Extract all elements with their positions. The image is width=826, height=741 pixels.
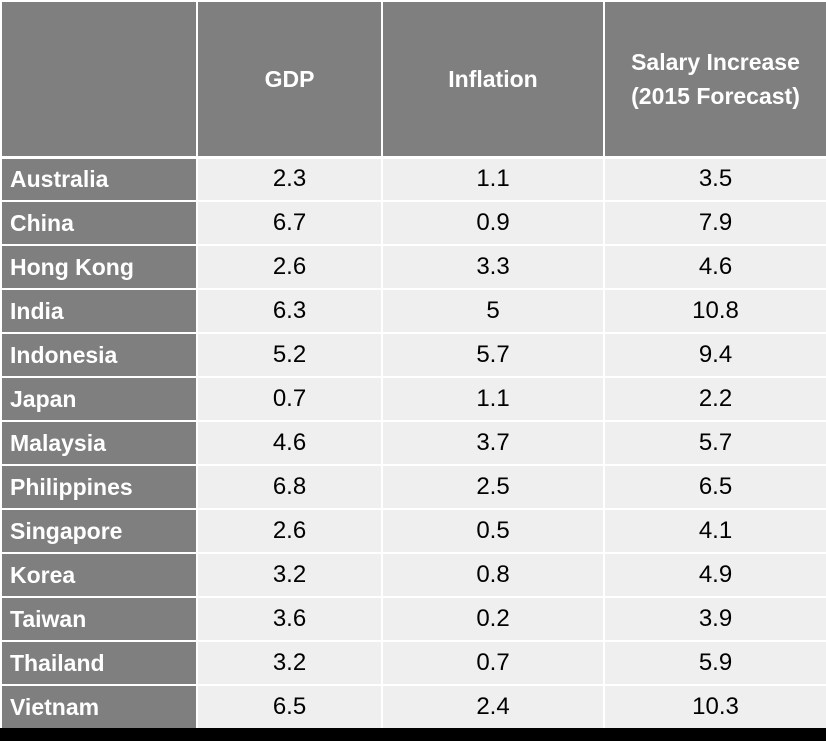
table-row: Taiwan 3.6 0.2 3.9 [0,596,826,642]
country-cell: India [0,288,198,334]
table-row: Korea 3.2 0.8 4.9 [0,552,826,598]
header-gdp: GDP [196,0,383,158]
salary-increase-cell: 7.9 [603,200,826,246]
country-cell: Indonesia [0,332,198,378]
country-cell: Korea [0,552,198,598]
country-cell: Thailand [0,640,198,686]
gdp-cell: 0.7 [196,376,383,422]
gdp-cell: 2.6 [196,244,383,290]
bottom-bar [0,728,826,741]
salary-increase-cell: 4.9 [603,552,826,598]
gdp-cell: 2.3 [196,155,383,202]
country-cell: Japan [0,376,198,422]
salary-increase-cell: 3.9 [603,596,826,642]
gdp-cell: 6.3 [196,288,383,334]
table-row: Indonesia 5.2 5.7 9.4 [0,332,826,378]
gdp-cell: 6.8 [196,464,383,510]
header-corner [0,0,198,158]
table-row: Malaysia 4.6 3.7 5.7 [0,420,826,466]
inflation-cell: 2.4 [381,684,605,730]
table-row: Singapore 2.6 0.5 4.1 [0,508,826,554]
country-cell: Taiwan [0,596,198,642]
country-cell: China [0,200,198,246]
inflation-cell: 0.2 [381,596,605,642]
gdp-cell: 3.2 [196,552,383,598]
gdp-cell: 4.6 [196,420,383,466]
header-salary-line-2: (2015 Forecast) [631,82,800,109]
salary-increase-cell: 3.5 [603,155,826,202]
inflation-cell: 3.7 [381,420,605,466]
header-inflation: Inflation [381,0,605,158]
table-row: Philippines 6.8 2.5 6.5 [0,464,826,510]
inflation-cell: 2.5 [381,464,605,510]
table-row: Australia 2.3 1.1 3.5 [0,155,826,202]
inflation-cell: 5 [381,288,605,334]
inflation-cell: 0.9 [381,200,605,246]
country-cell: Vietnam [0,684,198,730]
country-cell: Hong Kong [0,244,198,290]
inflation-cell: 5.7 [381,332,605,378]
inflation-cell: 0.5 [381,508,605,554]
gdp-cell: 3.2 [196,640,383,686]
table-row: China 6.7 0.9 7.9 [0,200,826,246]
table-row: Japan 0.7 1.1 2.2 [0,376,826,422]
inflation-cell: 0.7 [381,640,605,686]
salary-increase-cell: 9.4 [603,332,826,378]
gdp-cell: 5.2 [196,332,383,378]
salary-increase-cell: 6.5 [603,464,826,510]
inflation-cell: 3.3 [381,244,605,290]
country-cell: Malaysia [0,420,198,466]
inflation-cell: 0.8 [381,552,605,598]
salary-increase-cell: 10.8 [603,288,826,334]
table-row: Hong Kong 2.6 3.3 4.6 [0,244,826,290]
table-row: India 6.3 5 10.8 [0,288,826,334]
header-salary-increase: Salary Increase (2015 Forecast) [603,0,826,158]
salary-increase-cell: 4.1 [603,508,826,554]
country-cell: Philippines [0,464,198,510]
header-salary-line-1: Salary Increase [631,48,800,75]
gdp-cell: 6.5 [196,684,383,730]
salary-increase-cell: 10.3 [603,684,826,730]
salary-increase-cell: 5.7 [603,420,826,466]
salary-increase-cell: 4.6 [603,244,826,290]
table-body: Australia 2.3 1.1 3.5 China 6.7 0.9 7.9 Hong Kon… [0,155,826,730]
gdp-cell: 3.6 [196,596,383,642]
salary-increase-cell: 2.2 [603,376,826,422]
table-row: Thailand 3.2 0.7 5.9 [0,640,826,686]
gdp-cell: 6.7 [196,200,383,246]
header-row: GDP Inflation Salary Increase (2015 Fore… [0,0,826,158]
table-row: Vietnam 6.5 2.4 10.3 [0,684,826,730]
inflation-cell: 1.1 [381,155,605,202]
country-cell: Australia [0,155,198,202]
gdp-cell: 2.6 [196,508,383,554]
inflation-cell: 1.1 [381,376,605,422]
salary-increase-cell: 5.9 [603,640,826,686]
country-cell: Singapore [0,508,198,554]
